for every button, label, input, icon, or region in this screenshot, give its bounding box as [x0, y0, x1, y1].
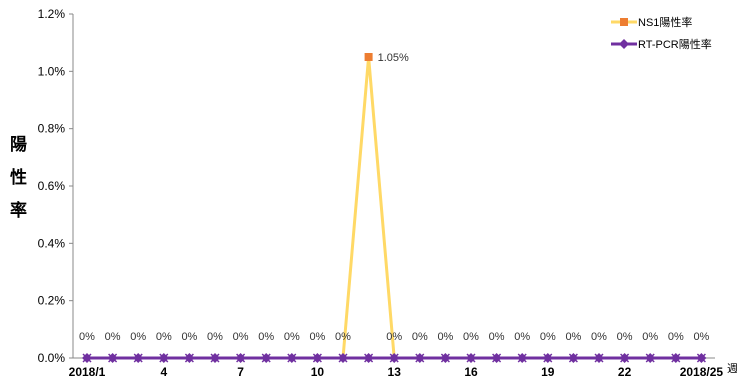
rt-pcr-data-point: [286, 353, 297, 363]
legend-label: NS1陽性率: [638, 15, 692, 29]
legend: NS1陽性率 RT-PCR陽性率: [611, 15, 712, 51]
data-label: 0%: [489, 331, 505, 343]
data-label: 0%: [79, 331, 95, 343]
y-tick-label: 0.4%: [38, 236, 66, 250]
rt-pcr-data-point: [82, 353, 92, 363]
rt-pcr-data-point: [696, 353, 707, 363]
data-label: 0%: [207, 331, 223, 343]
rt-pcr-data-point: [312, 353, 323, 363]
data-label: 0%: [412, 331, 428, 343]
data-label: 0%: [437, 331, 453, 343]
series-line-ns1: [87, 56, 702, 360]
y-tick-label: 0.8%: [38, 122, 66, 136]
legend-label: RT-PCR陽性率: [638, 37, 712, 51]
data-label: 0%: [284, 331, 300, 343]
data-label: 0%: [540, 331, 556, 343]
data-label: 0%: [105, 331, 121, 343]
data-label: 0%: [309, 331, 325, 343]
y-axis-title-char: 陽: [10, 135, 27, 154]
rt-pcr-data-point: [107, 353, 118, 363]
data-label: 0%: [335, 331, 351, 343]
rt-pcr-data-point: [645, 353, 656, 363]
x-tick-label: 2018/25: [680, 365, 724, 379]
data-label: 0%: [591, 331, 607, 343]
rt-pcr-data-point: [517, 353, 528, 363]
x-tick-label: 4: [160, 365, 167, 379]
rt-pcr-data-point: [338, 353, 348, 363]
data-label: 0%: [668, 331, 684, 343]
rt-pcr-data-point: [466, 353, 476, 363]
x-tick-label: 10: [311, 365, 325, 379]
x-tick-label: 2018/1: [69, 365, 106, 379]
rt-pcr-data-point: [261, 353, 272, 363]
x-tick-label: 7: [237, 365, 244, 379]
data-label: 0%: [693, 331, 709, 343]
rt-pcr-data-point: [184, 353, 195, 363]
data-label: 0%: [565, 331, 581, 343]
y-axis-title: 陽性率: [10, 135, 27, 220]
data-label: 1.05%: [378, 52, 409, 64]
y-tick-label: 1.2%: [38, 7, 66, 21]
rt-pcr-data-point: [670, 353, 681, 363]
data-label: 0%: [386, 331, 402, 343]
x-tick-label: 16: [464, 365, 478, 379]
y-tick-label: 0.0%: [38, 351, 66, 365]
rt-pcr-data-point: [568, 353, 579, 363]
y-axis-title-char: 性: [10, 167, 27, 187]
data-label: 0%: [156, 331, 172, 343]
legend-item-rt-pcr: RT-PCR陽性率: [611, 37, 712, 51]
data-labels: 0% 0% 0% 0% 0% 0% 0% 0% 0% 0% 0% 1.05% 0% 0% 0% 0% 0% 0% 0…: [79, 52, 710, 343]
rt-pcr-data-point: [440, 353, 451, 363]
x-tick-label: 22: [618, 365, 632, 379]
x-tick-label: 19: [541, 365, 555, 379]
data-label: 0%: [130, 331, 146, 343]
y-tick-label: 1.0%: [38, 64, 66, 78]
y-axis-ticks: 0.0% 0.2% 0.4% 0.6% 0.8% 1.0% 1.2%: [38, 7, 73, 365]
ns1-data-point: [364, 53, 373, 61]
data-label: 0%: [233, 331, 249, 343]
data-label: 0%: [514, 331, 530, 343]
legend-marker: [620, 18, 628, 26]
rt-pcr-data-point: [133, 353, 144, 363]
legend-marker: [619, 39, 629, 49]
data-label: 0%: [258, 331, 274, 343]
data-label: 0%: [642, 331, 658, 343]
x-axis-title: 週: [727, 362, 737, 375]
rt-pcr-data-point: [594, 353, 604, 363]
y-tick-label: 0.6%: [38, 179, 66, 193]
data-label: 0%: [181, 331, 197, 343]
rt-pcr-data-point: [389, 353, 400, 363]
rt-pcr-data-point: [542, 353, 553, 363]
rt-pcr-data-point: [235, 353, 246, 363]
y-tick-label: 0.2%: [38, 294, 66, 308]
legend-item-ns1: NS1陽性率: [611, 15, 692, 29]
data-label: 0%: [617, 331, 633, 343]
rt-pcr-data-point: [414, 353, 425, 363]
data-label: 0%: [463, 331, 479, 343]
series-lines: [82, 53, 707, 363]
rt-pcr-data-point: [363, 353, 374, 363]
y-axis-title-char: 率: [10, 200, 27, 220]
rt-pcr-data-point: [619, 353, 630, 363]
x-tick-label: 13: [388, 365, 402, 379]
rt-pcr-data-point: [158, 353, 169, 363]
rt-pcr-data-point: [491, 353, 502, 363]
rt-pcr-data-point: [210, 353, 220, 363]
